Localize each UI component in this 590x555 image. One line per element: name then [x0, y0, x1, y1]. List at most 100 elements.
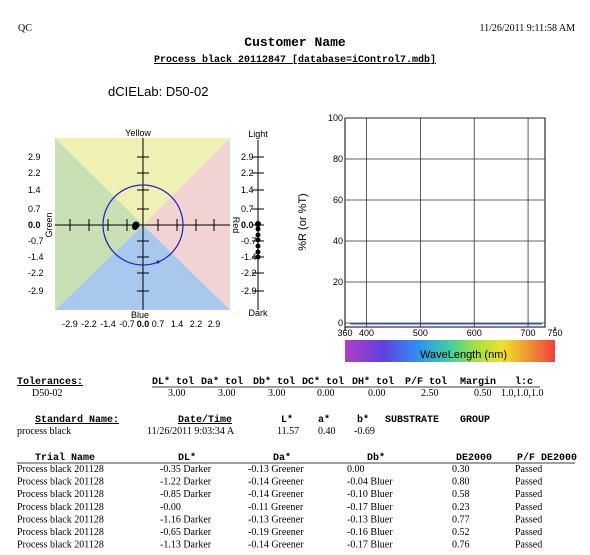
x-tick-label: 2.2	[190, 319, 203, 329]
table-header: Trial Name	[35, 452, 95, 464]
y-tick-label: 100	[328, 113, 343, 123]
y-tick-label: -0.7	[28, 236, 44, 246]
table-cell: 0.23	[452, 502, 470, 513]
table-header: Date/Time	[178, 414, 232, 426]
plot-frame	[344, 117, 546, 328]
green-region	[55, 138, 143, 310]
table-cell: 11/26/2011 9:03:34 A	[147, 426, 235, 437]
table-cell: 0.76	[452, 540, 470, 551]
table-header: Margin	[460, 376, 496, 388]
y-tick-label: -1.4	[28, 252, 44, 262]
x-tick-label: -2.2	[81, 319, 97, 329]
x-tick-label: 2.9	[208, 319, 221, 329]
table-cell: Process black 201128	[17, 477, 104, 488]
x-tick-label: -1.4	[100, 319, 116, 329]
sample-dot	[255, 221, 261, 227]
ab-ticks: 2.92.21.40.70.0-0.7-1.4-2.2-2.9-2.9 -2.2-…	[28, 152, 220, 329]
table-header: DL* tol	[152, 376, 194, 388]
l-tick-label: -0.7	[241, 236, 257, 246]
x-tick-label: -2.9	[62, 319, 78, 329]
table-header: DE2000	[456, 453, 492, 464]
table-cell: Process black 201128	[17, 514, 104, 525]
table-cell: 0.00	[368, 388, 386, 399]
x-tick-label: 0.7	[152, 319, 165, 329]
table-header: GROUP	[460, 415, 490, 426]
table-cell: 3.00	[268, 388, 286, 399]
y-tick-label: 0	[338, 318, 343, 328]
y-tick-label: 2.2	[28, 168, 41, 178]
l-tick-label: 2.9	[241, 152, 254, 162]
sample-dot	[255, 226, 261, 232]
table-cell: -1.13 Darker	[160, 540, 212, 551]
x-tick-label: 0.0	[137, 319, 150, 329]
tables: Tolerances: DL* tol Da* tol Db* tol DC* tol D…	[17, 376, 577, 551]
table-header: DL*	[178, 452, 196, 464]
light-label: Light	[248, 129, 268, 139]
header-left: QC	[18, 23, 32, 34]
table-cell: 0.40	[318, 426, 336, 437]
dark-label: Dark	[248, 308, 268, 318]
table-cell: -0.13 Greener	[248, 514, 304, 525]
table-cell: 0.00	[317, 388, 335, 399]
table-header: Da* tol	[201, 376, 243, 388]
y-tick-label: 1.4	[28, 185, 41, 195]
table-cell: -0.19 Greener	[248, 527, 304, 538]
table-cell: -0.14 Greener	[248, 540, 304, 551]
plot-label: dCIELab: D50-02	[108, 84, 208, 99]
x-tick-label: 700	[521, 328, 536, 338]
yellow-label: Yellow	[125, 128, 151, 138]
table-header: P/F DE2000	[517, 452, 577, 464]
l-tick-label: 1.4	[241, 185, 254, 195]
l-tick-label: -1.4	[241, 252, 257, 262]
y-axis-label: %R (or %T)	[297, 193, 309, 250]
table-cell: -0.11 Greener	[248, 502, 304, 513]
table-cell: -0.17 Bluer	[347, 540, 393, 551]
table-cell: Passed	[515, 464, 542, 475]
table-cell: 2.50	[421, 388, 439, 399]
x-tick-label: -0.7	[119, 319, 135, 329]
table-cell: -0.17 Bluer	[347, 502, 393, 513]
table-header: Tolerances:	[17, 376, 83, 388]
l-ticks: 2.9 2.2 1.4 0.7 0.0 -0.7 -1.4 -2.2 -2.9	[241, 152, 264, 296]
report-title: Customer Name	[244, 35, 346, 50]
table-header: Db* tol	[253, 376, 295, 388]
ab-plot: Yellow Blue Green Red	[44, 128, 241, 320]
table-cell: -0.04 Bluer	[347, 477, 393, 488]
y-tick-label: 0.0	[28, 220, 41, 230]
header-datetime: 11/26/2011 9:11:58 AM	[479, 23, 575, 34]
y-tick-label: 20	[333, 277, 343, 287]
sample-dot	[255, 232, 261, 238]
red-region	[143, 138, 230, 310]
x-tick-label: 1.4	[171, 319, 184, 329]
tolerance-circle	[102, 184, 184, 266]
table-cell: 1.0,1.0,1.0	[501, 388, 544, 399]
table-cell: 3.00	[218, 388, 236, 399]
spectral-plot: %R (or %T) WaveLength (nm) 0 20 40 60 80 100 3…	[297, 113, 563, 362]
sample-dot	[255, 243, 261, 249]
table-cell: -1.16 Darker	[160, 514, 212, 525]
table-header: Da*	[273, 452, 291, 464]
y-tick-label: 0.7	[28, 204, 41, 214]
table-header: a*	[318, 414, 330, 426]
table-cell: -0.10 Bluer	[347, 489, 393, 500]
table-cell: 0.77	[452, 514, 470, 525]
table-cell: Process black 201128	[17, 527, 104, 538]
table-cell: -0.85 Darker	[160, 489, 212, 500]
table-cell: Process black 201128	[17, 489, 104, 500]
y-tick-label: 2.9	[28, 152, 41, 162]
table-cell: -0.14 Greener	[248, 489, 304, 500]
table-cell: Process black 201128	[17, 464, 104, 475]
x-tick-label: 600	[467, 328, 482, 338]
sample-dot	[132, 224, 138, 230]
y-tick-label: 60	[333, 195, 343, 205]
table-cell: -0.35 Darker	[160, 464, 212, 475]
l-tick-label: -2.9	[241, 286, 257, 296]
table-cell: -0.16 Bluer	[347, 527, 393, 538]
red-label: Red	[231, 217, 241, 234]
table-cell: Passed	[515, 527, 542, 538]
table-cell: Process black 201128	[17, 540, 104, 551]
table-cell: 11.57	[277, 426, 299, 437]
table-cell: 0.58	[452, 489, 470, 500]
y-tick-label: -2.9	[28, 286, 44, 296]
